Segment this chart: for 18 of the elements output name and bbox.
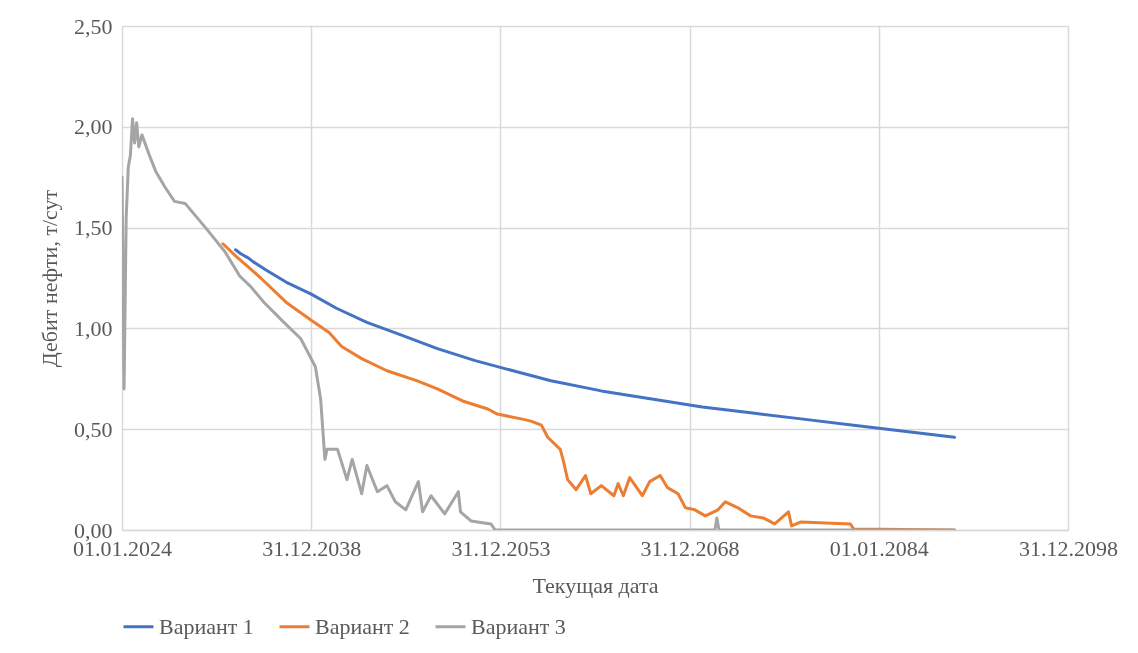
y-tick-label: 1,50 (74, 215, 113, 241)
legend-label: Вариант 3 (471, 613, 566, 639)
x-tick-label: 31.12.2053 (451, 535, 551, 561)
x-tick-label: 31.12.2068 (640, 535, 740, 561)
y-tick-label: 0,50 (74, 416, 113, 442)
y-tick-label: 2,00 (74, 114, 113, 140)
line-series (221, 242, 957, 530)
x-tick-label: 31.12.2098 (1019, 535, 1118, 561)
y-axis-title: Дебит нефти, т/сут (37, 189, 62, 368)
y-tick-label: 2,50 (74, 13, 113, 39)
legend-label: Вариант 2 (315, 613, 410, 639)
x-axis-title: Текущая дата (532, 572, 659, 598)
x-tick-label: 01.01.2084 (829, 535, 929, 561)
y-tick-label: 1,00 (74, 315, 113, 341)
x-tick-label: 31.12.2038 (262, 535, 362, 561)
line-series (122, 117, 957, 530)
line-series (234, 248, 957, 439)
legend-label: Вариант 1 (159, 613, 254, 639)
